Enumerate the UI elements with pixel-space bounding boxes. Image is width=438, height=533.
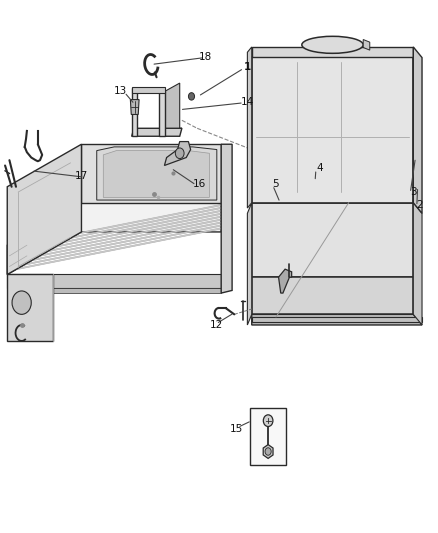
Polygon shape xyxy=(165,83,180,136)
Polygon shape xyxy=(159,91,165,136)
Polygon shape xyxy=(7,216,221,260)
Text: 13: 13 xyxy=(114,86,127,96)
Polygon shape xyxy=(132,88,138,136)
Polygon shape xyxy=(131,100,139,115)
Polygon shape xyxy=(247,47,252,208)
Polygon shape xyxy=(7,222,221,266)
Text: 1: 1 xyxy=(244,62,251,72)
Text: 16: 16 xyxy=(193,179,206,189)
Circle shape xyxy=(188,93,194,100)
Polygon shape xyxy=(7,203,221,274)
Polygon shape xyxy=(7,207,221,251)
Polygon shape xyxy=(7,144,81,274)
Polygon shape xyxy=(252,56,413,203)
Text: 12: 12 xyxy=(210,320,223,330)
Polygon shape xyxy=(252,47,413,56)
Text: 14: 14 xyxy=(241,96,254,107)
Text: 17: 17 xyxy=(75,171,88,181)
Text: 5: 5 xyxy=(272,179,279,189)
Polygon shape xyxy=(7,225,221,269)
Text: 15: 15 xyxy=(230,424,243,434)
Polygon shape xyxy=(97,147,217,200)
Polygon shape xyxy=(7,228,221,271)
Polygon shape xyxy=(263,445,273,458)
Polygon shape xyxy=(252,277,413,314)
Polygon shape xyxy=(132,128,182,136)
Polygon shape xyxy=(103,151,209,197)
Polygon shape xyxy=(7,213,221,257)
Polygon shape xyxy=(81,144,221,203)
Polygon shape xyxy=(7,210,221,254)
Ellipse shape xyxy=(302,36,363,53)
Polygon shape xyxy=(252,203,413,277)
FancyBboxPatch shape xyxy=(251,408,286,465)
Text: 2: 2 xyxy=(417,200,423,211)
Circle shape xyxy=(12,291,31,314)
Text: 18: 18 xyxy=(199,52,212,61)
Circle shape xyxy=(265,448,271,455)
Polygon shape xyxy=(413,203,422,325)
Polygon shape xyxy=(132,87,165,93)
Text: 4: 4 xyxy=(316,163,323,173)
Polygon shape xyxy=(413,47,422,213)
Polygon shape xyxy=(165,128,182,136)
Text: 3: 3 xyxy=(410,187,417,197)
Circle shape xyxy=(175,148,184,159)
Polygon shape xyxy=(164,142,191,165)
Polygon shape xyxy=(363,39,370,50)
Polygon shape xyxy=(7,204,221,248)
Circle shape xyxy=(263,415,273,426)
Polygon shape xyxy=(7,274,53,341)
Polygon shape xyxy=(252,314,422,325)
Polygon shape xyxy=(221,144,232,293)
Polygon shape xyxy=(7,288,221,293)
Polygon shape xyxy=(279,269,292,293)
Polygon shape xyxy=(7,274,221,288)
Polygon shape xyxy=(247,203,252,325)
Polygon shape xyxy=(7,219,221,263)
Polygon shape xyxy=(252,317,422,322)
